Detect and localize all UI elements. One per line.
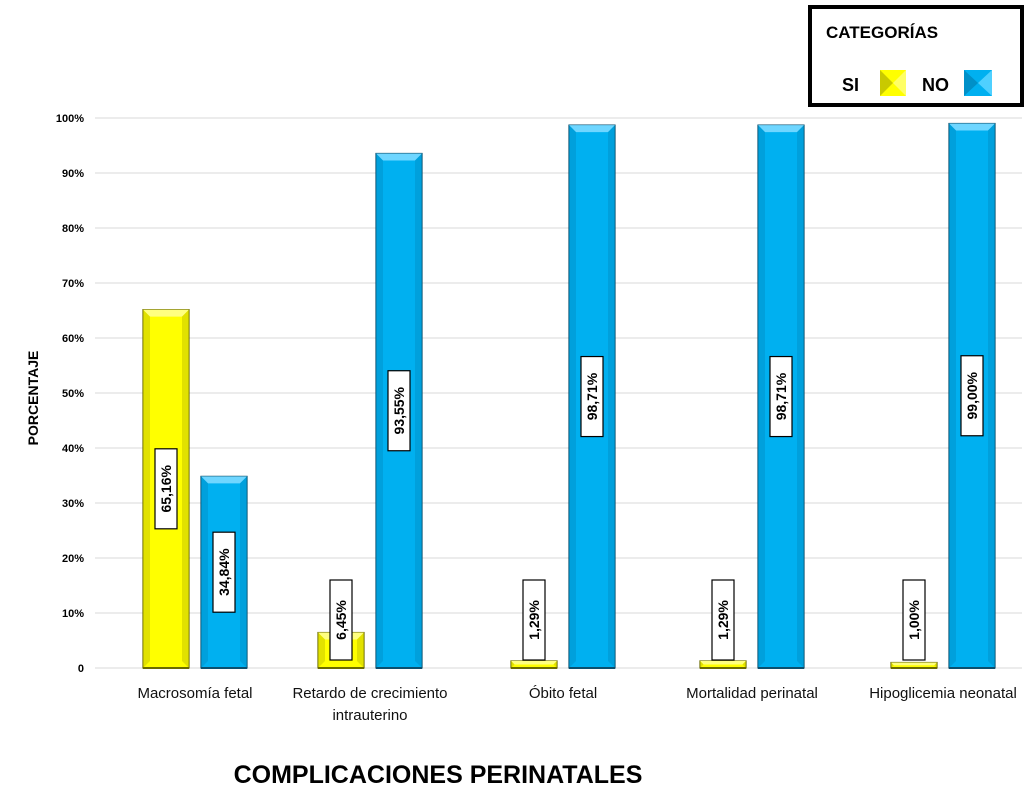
legend-title: CATEGORÍAS: [826, 23, 938, 42]
data-label-no-0: 34,84%: [212, 531, 236, 613]
data-label-si-0: 65,16%: [154, 448, 178, 530]
data-label-no-3: 98,71%: [769, 355, 793, 438]
svg-text:98,71%: 98,71%: [584, 372, 600, 420]
data-label-si-1: 6,45%: [329, 579, 353, 661]
y-tick-label: 40%: [62, 443, 84, 455]
y-tick-label: 90%: [62, 168, 84, 180]
y-tick-label: 10%: [62, 608, 84, 620]
legend-swatch-no: [964, 70, 992, 96]
svg-text:65,16%: 65,16%: [158, 465, 174, 513]
svg-text:1,29%: 1,29%: [526, 600, 542, 640]
legend-swatch-si: [880, 70, 906, 96]
bars: [142, 122, 996, 669]
gridlines: [95, 117, 1022, 669]
bar-si-2: [510, 660, 558, 669]
category-label: Macrosomía fetal: [137, 685, 252, 702]
bar-si-3: [699, 660, 747, 669]
data-label-si-2: 1,29%: [522, 579, 546, 661]
category-label: Óbito fetal: [529, 685, 597, 702]
category-label: Mortalidad perinatal: [686, 685, 818, 702]
svg-text:1,29%: 1,29%: [715, 600, 731, 640]
legend-entry-no-label: NO: [922, 75, 949, 95]
category-label: Hipoglicemia neonatal: [869, 685, 1017, 702]
y-tick-label: 20%: [62, 553, 84, 565]
bar-no-3: [757, 124, 805, 669]
y-tick-label: 30%: [62, 498, 84, 510]
y-tick-label: 0: [78, 663, 84, 675]
y-tick-label: 80%: [62, 223, 84, 235]
legend-entry-si-label: SI: [842, 75, 859, 95]
bar-no-2: [568, 124, 616, 669]
svg-text:6,45%: 6,45%: [333, 600, 349, 640]
y-axis-label: PORCENTAJE: [25, 351, 41, 446]
data-label-no-2: 98,71%: [580, 355, 604, 438]
y-tick-label: 60%: [62, 333, 84, 345]
x-axis-label: COMPLICACIONES PERINATALES: [234, 761, 643, 789]
legend: CATEGORÍAS SI NO: [808, 5, 1024, 107]
svg-text:93,55%: 93,55%: [391, 386, 407, 434]
y-tick-label: 70%: [62, 278, 84, 290]
y-axis-ticks: 0 10% 20% 30% 40% 50% 60% 70% 80% 90% 100%: [56, 113, 84, 675]
svg-text:1,00%: 1,00%: [906, 600, 922, 640]
svg-text:98,71%: 98,71%: [773, 372, 789, 420]
y-tick-label: 50%: [62, 388, 84, 400]
data-label-si-4: 1,00%: [902, 579, 926, 661]
bar-no-4: [948, 122, 996, 669]
data-label-no-1: 93,55%: [387, 370, 411, 452]
category-labels: Macrosomía fetal Retardo de crecimiento in…: [137, 685, 1016, 724]
data-labels: 65,16% 34,84% 6,45% 93,55% 1,29% 98,71% 1,29% 9…: [154, 355, 984, 661]
data-label-si-3: 1,29%: [711, 579, 735, 661]
category-label: Retardo de crecimiento intrauterino: [292, 685, 447, 724]
svg-text:34,84%: 34,84%: [216, 548, 232, 596]
bar-si-4: [890, 661, 938, 669]
y-tick-label: 100%: [56, 113, 84, 125]
svg-text:99,00%: 99,00%: [964, 371, 980, 419]
data-label-no-4: 99,00%: [960, 355, 984, 437]
